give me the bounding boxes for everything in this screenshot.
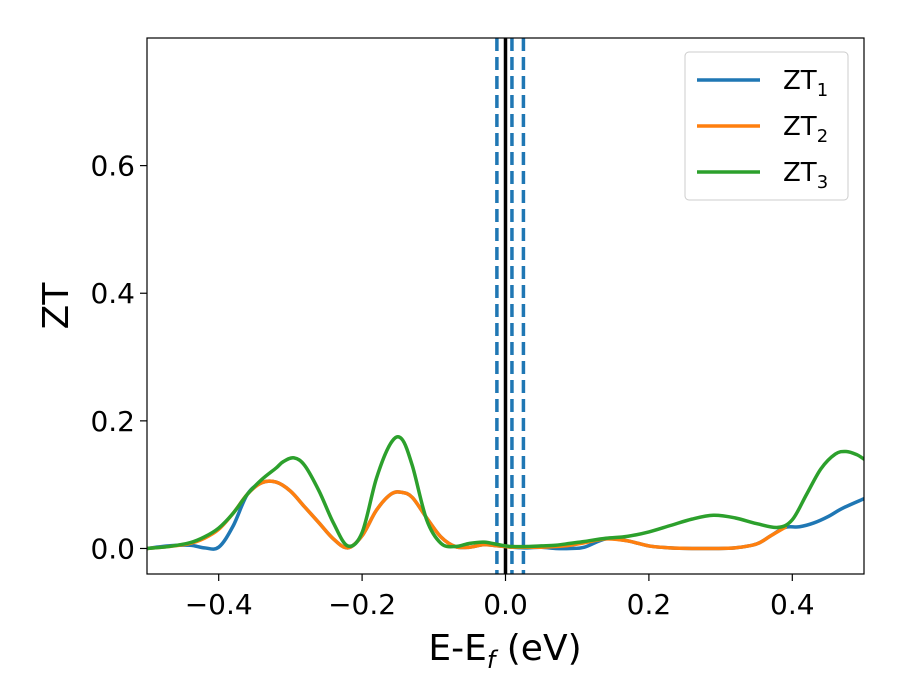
x-tick-label: 0.4 <box>770 588 815 621</box>
y-tick-label: 0.4 <box>90 277 135 310</box>
legend-label-2: ZT2 <box>783 112 828 147</box>
legend-label-1: ZT1 <box>783 66 828 101</box>
x-tick-label: 0.0 <box>483 588 528 621</box>
legend-label-3: ZT3 <box>783 158 828 193</box>
x-tick-label: −0.2 <box>328 588 396 621</box>
x-tick-label: 0.2 <box>627 588 672 621</box>
series-line-3 <box>147 435 864 551</box>
y-tick-label: 0.2 <box>90 405 135 438</box>
series-group <box>147 435 864 551</box>
legend: ZT1 ZT2 ZT3 <box>684 51 849 201</box>
legend-box <box>684 51 849 201</box>
x-axis-ticks: −0.4 −0.2 0.0 0.2 0.4 <box>185 574 815 621</box>
y-axis-label: ZT <box>36 282 77 330</box>
x-tick-label: −0.4 <box>185 588 253 621</box>
x-axis-label: E-Ef (eV) <box>428 628 581 674</box>
y-tick-label: 0.0 <box>90 532 135 565</box>
reference-lines <box>495 38 526 574</box>
series-line-2 <box>147 479 787 551</box>
y-tick-label: 0.6 <box>90 150 135 183</box>
y-axis-ticks: 0.0 0.2 0.4 0.6 <box>90 150 147 565</box>
